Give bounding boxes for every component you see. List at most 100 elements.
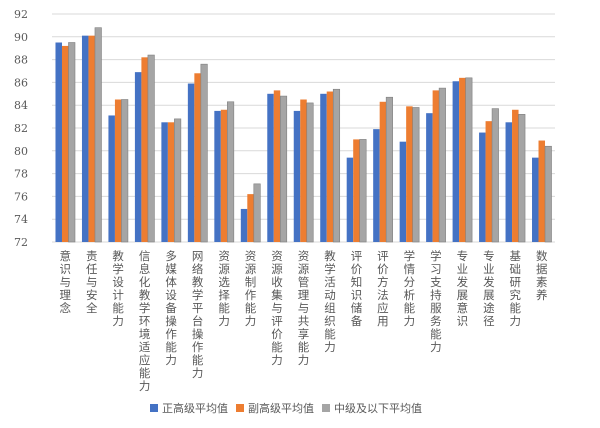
bar-0-12	[373, 129, 380, 242]
x-tick-label: 教学活动组织能力	[323, 249, 337, 354]
legend-item-associate: 副高级平均值	[236, 400, 314, 416]
y-tick-label: 72	[14, 236, 28, 249]
x-tick-label: 资源管理与共享能力	[297, 250, 311, 367]
bar-2-10	[332, 88, 341, 243]
x-tick-label: 评价方法应用	[376, 250, 390, 328]
bar-2-7	[253, 183, 261, 243]
bar-0-14	[426, 113, 433, 243]
bar-2-17	[518, 114, 526, 243]
x-axis-labels: 意识与理念 责任与安全 教学设计能力 信息化教学环境适应能力 多媒体设备操作能力 网络教学…	[58, 249, 549, 393]
bar-2-1	[94, 27, 102, 243]
x-tick-label: 多媒体设备操作能力	[164, 249, 178, 367]
legend: 正高级平均值 副高级平均值 中级及以下平均值	[150, 400, 422, 416]
x-tick-label: 信息化教学环境适应能力	[138, 250, 152, 393]
bar-1-5	[194, 73, 201, 242]
legend-item-intermediate: 中级及以下平均值	[322, 400, 422, 416]
bar-0-5	[187, 83, 195, 242]
bar-1-0	[61, 45, 69, 242]
x-tick-label: 资源制作能力	[244, 250, 258, 328]
bar-1-8	[273, 90, 281, 242]
bar-1-3	[141, 57, 148, 242]
bar-2-3	[147, 54, 155, 243]
y-tick-label: 74	[14, 213, 28, 226]
bar-0-17	[505, 122, 513, 242]
bar-2-14	[438, 87, 446, 243]
y-tick-label: 80	[14, 145, 28, 158]
bar-0-0	[55, 42, 62, 242]
bar-2-18	[544, 145, 552, 243]
legend-swatch	[150, 404, 158, 412]
bar-1-2	[114, 99, 122, 242]
bar-1-18	[538, 140, 546, 242]
y-tick-label: 84	[14, 99, 28, 112]
x-tick-label: 责任与安全	[85, 250, 99, 315]
bar-0-4	[161, 122, 168, 242]
bar-1-17	[512, 109, 519, 242]
y-tick-label: 82	[14, 122, 28, 135]
bar-0-6	[214, 110, 221, 243]
bar-1-14	[432, 90, 440, 242]
bar-2-4	[174, 118, 182, 243]
bar-0-18	[532, 157, 539, 242]
bar-0-3	[134, 72, 142, 242]
bar-2-12	[385, 96, 393, 243]
bar-2-15	[465, 77, 473, 243]
y-axis-ticks: 72 74 76 78 80 82 84 86 88 90 92	[14, 8, 28, 249]
bar-0-15	[452, 81, 460, 242]
bar-1-4	[167, 122, 175, 242]
y-tick-label: 92	[14, 8, 28, 21]
y-tick-label: 88	[14, 54, 28, 67]
y-tick-label: 90	[14, 31, 28, 44]
bar-1-6	[220, 109, 228, 242]
bar-2-2	[121, 99, 129, 243]
x-tick-label: 数据素养	[535, 249, 549, 302]
bar-2-11	[359, 139, 367, 243]
bar-2-13	[412, 107, 420, 243]
y-tick-label: 78	[14, 168, 28, 181]
legend-label: 正高级平均值	[162, 402, 228, 415]
bar-0-2	[108, 115, 115, 242]
bar-1-16	[485, 121, 493, 242]
x-tick-label: 专业发展意识	[455, 249, 469, 328]
x-tick-label: 学习支持服务能力	[429, 249, 443, 354]
bar-1-7	[247, 194, 254, 242]
bar-1-12	[379, 101, 387, 242]
bar-0-10	[320, 93, 327, 242]
bar-1-1	[88, 35, 95, 242]
bar-2-16	[491, 108, 499, 243]
bar-0-11	[346, 157, 354, 242]
x-tick-label: 专业发展途径	[482, 249, 496, 328]
x-tick-label: 教学设计能力	[111, 249, 125, 328]
legend-item-senior: 正高级平均值	[150, 400, 228, 416]
bar-1-10	[326, 91, 334, 243]
bar-1-9	[300, 99, 307, 242]
bar-0-8	[267, 93, 274, 242]
x-tick-label: 学情分析能力	[402, 249, 416, 328]
bar-2-6	[227, 101, 235, 243]
bar-0-9	[293, 110, 301, 243]
bar-0-16	[479, 132, 486, 242]
bar-1-13	[406, 106, 413, 242]
x-tick-label: 评价知识储备	[349, 250, 363, 328]
x-tick-label: 网络教学平台操作能力	[191, 250, 205, 380]
x-tick-label: 资源收集与评价能力	[270, 250, 284, 367]
legend-label: 副高级平均值	[248, 402, 314, 415]
bar-1-11	[353, 139, 360, 242]
bars	[55, 27, 552, 243]
legend-swatch	[322, 404, 330, 412]
y-tick-label: 76	[14, 190, 28, 203]
bar-0-7	[240, 208, 248, 242]
bar-2-5	[200, 63, 208, 243]
bar-2-9	[306, 102, 314, 243]
bar-0-13	[399, 141, 407, 242]
x-tick-label: 意识与理念	[58, 249, 72, 315]
bar-1-15	[459, 77, 466, 242]
y-tick-label: 86	[14, 76, 28, 89]
x-tick-label: 基础研究能力	[508, 250, 522, 328]
legend-label: 中级及以下平均值	[334, 402, 422, 415]
legend-swatch	[236, 404, 244, 412]
bar-2-0	[68, 42, 76, 243]
bar-2-8	[279, 95, 288, 243]
bar-0-1	[81, 35, 89, 242]
